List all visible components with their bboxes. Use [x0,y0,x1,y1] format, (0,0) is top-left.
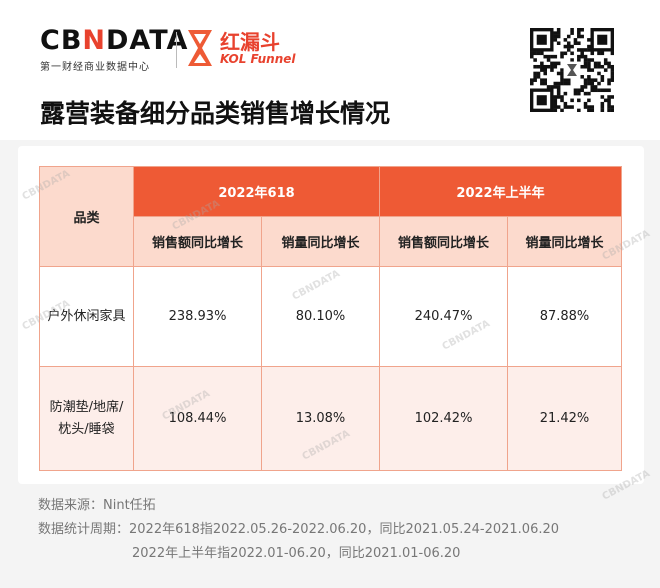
growth-table: 品类 2022年618 2022年上半年 销售额同比增长 销量同比增长 销售额同… [39,166,623,471]
row-category-line2: 枕头/睡袋 [58,421,115,437]
table-cell: 108.44% [133,366,262,471]
col-header-618-volume: 销量同比增长 [260,216,381,267]
table-row: 防潮垫/地席/ 枕头/睡袋 108.44% 13.08% 102.42% 21.… [39,366,623,471]
footer-period-1: 数据统计周期：2022年618指2022.05.26-2022.06.20，同比… [38,522,560,537]
footer-period-2: 2022年上半年指2022.01-06.20，同比2021.01-06.20 [132,546,461,561]
group-header-h1: 2022年上半年 [379,166,623,217]
table-cell: 21.42% [507,366,623,471]
logo-divider [176,32,177,68]
qr-code [530,28,615,113]
table-cell: 87.88% [507,266,623,367]
cbndata-wordmark: CBNDATA [40,25,189,56]
cbndata-tagline: 第一财经商业数据中心 [40,62,150,73]
table-cell: 238.93% [133,266,262,367]
col-header-618-sales: 销售额同比增长 [133,216,262,267]
table-cell: 102.42% [379,366,509,471]
col-header-h1-sales: 销售额同比增长 [379,216,509,267]
col-header-h1-volume: 销量同比增长 [507,216,623,267]
page-title: 露营装备细分品类销售增长情况 [40,99,391,128]
category-header: 品类 [39,166,134,267]
footer-source: 数据来源：Nint任拓 [38,498,156,513]
group-header-618: 2022年618 [132,166,381,217]
table-row: 户外休闲家具 238.93% 80.10% 240.47% 87.88% [39,266,623,367]
table-cell: 80.10% [260,266,381,367]
table-cell: 240.47% [379,266,509,367]
table-cell: 13.08% [260,366,381,471]
row-category: 防潮垫/地席/ 枕头/睡袋 [39,366,134,471]
header: CBNDATA 第一财经商业数据中心 红漏斗 KOL Funnel 露营装备细分… [0,0,660,140]
kol-funnel-cn: 红漏斗 [220,30,280,54]
kol-funnel-en: KOL Funnel [220,52,296,66]
row-category: 户外休闲家具 [39,266,134,367]
cbndata-logo: CBNDATA 第一财经商业数据中心 [40,25,189,74]
hourglass-icon [188,30,212,66]
row-category-line1: 防潮垫/地席/ [49,399,124,415]
